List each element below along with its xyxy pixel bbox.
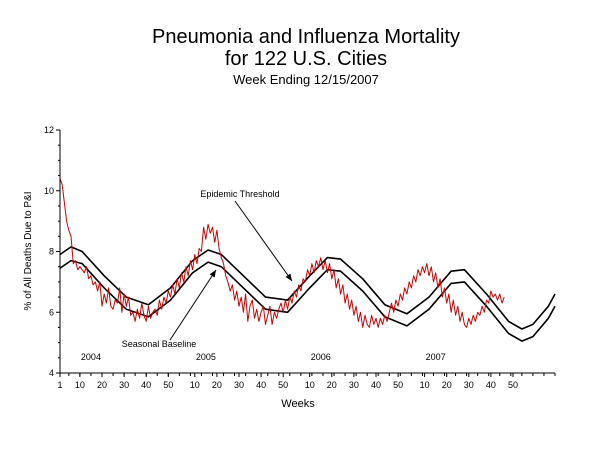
annotations: 2004 2005 2006 2007 Epidemic Threshold Season…	[81, 189, 446, 362]
threshold-arrow	[234, 200, 293, 282]
x-tick-label: 50	[508, 380, 518, 390]
x-tick-label: 10	[75, 380, 85, 390]
series-line-observed	[59, 178, 505, 328]
x-tick-label: 30	[234, 380, 244, 390]
chart-title: Pneumonia and Influenza Mortality	[152, 26, 460, 48]
x-tick-label: 10	[305, 380, 315, 390]
year-label: 2007	[426, 352, 446, 362]
y-tick-label: 4	[49, 368, 54, 378]
year-label: 2005	[196, 352, 216, 362]
x-tick-label: 30	[349, 380, 359, 390]
year-label: 2006	[311, 352, 331, 362]
x-tick-label: 40	[486, 380, 496, 390]
x-tick-label: 10	[190, 380, 200, 390]
chart-title-line2: for 122 U.S. Cities	[224, 48, 388, 70]
series-line-baseline	[59, 259, 556, 342]
x-tick-label: 40	[141, 380, 151, 390]
x-tick-label: 50	[393, 380, 403, 390]
y-tick-label: 8	[49, 247, 54, 257]
x-tick-label: 40	[256, 380, 266, 390]
chart-subtitle: Week Ending 12/15/2007	[233, 72, 379, 87]
y-tick-label: 12	[44, 125, 54, 135]
year-label: 2004	[81, 352, 101, 362]
x-tick-label: 40	[371, 380, 381, 390]
x-tick-label: 20	[97, 380, 107, 390]
x-axis-label: Weeks	[281, 398, 315, 410]
threshold-label: Epidemic Threshold	[200, 189, 279, 199]
axes: 4 6 8 10 12 1 10 20 30 40 50 10 20 30 40 50 10 20 30 40 50 10…	[44, 125, 556, 390]
x-tick-label: 50	[278, 380, 288, 390]
baseline-label: Seasonal Baseline	[122, 339, 197, 349]
baseline-arrow-head	[209, 270, 216, 278]
plot-lines	[59, 178, 556, 342]
x-tick-label: 50	[163, 380, 173, 390]
threshold-arrow-head	[285, 273, 292, 281]
x-tick-label: 10	[420, 380, 430, 390]
x-tick-label: 20	[442, 380, 452, 390]
x-tick-label: 20	[327, 380, 337, 390]
y-tick-label: 10	[44, 186, 54, 196]
x-tick-label: 1	[57, 380, 62, 390]
x-tick-label: 20	[212, 380, 222, 390]
y-axis-label: % of All Deaths Due to P&I	[23, 192, 34, 311]
x-tick-label: 30	[464, 380, 474, 390]
baseline-arrow	[169, 269, 217, 341]
y-tick-label: 6	[49, 307, 54, 317]
x-tick-label: 30	[119, 380, 129, 390]
